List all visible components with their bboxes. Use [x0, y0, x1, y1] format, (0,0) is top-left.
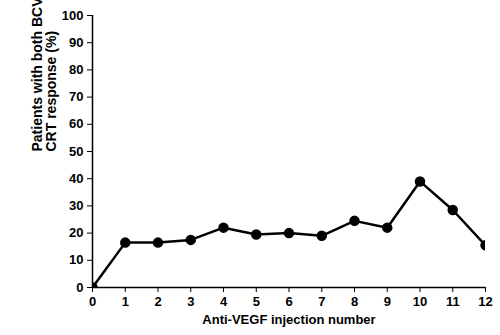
svg-text:40: 40: [69, 171, 83, 186]
svg-text:30: 30: [69, 198, 83, 213]
svg-text:6: 6: [285, 294, 292, 309]
svg-text:100: 100: [62, 8, 84, 23]
svg-text:80: 80: [69, 62, 83, 77]
svg-text:Anti-VEGF injection number: Anti-VEGF injection number: [202, 312, 375, 327]
svg-text:3: 3: [187, 294, 194, 309]
svg-text:0: 0: [76, 280, 83, 295]
svg-text:5: 5: [253, 294, 260, 309]
svg-text:60: 60: [69, 116, 83, 131]
svg-text:70: 70: [69, 89, 83, 104]
svg-text:20: 20: [69, 225, 83, 240]
svg-text:9: 9: [384, 294, 391, 309]
svg-text:7: 7: [318, 294, 325, 309]
svg-text:4: 4: [220, 294, 228, 309]
svg-text:1: 1: [122, 294, 129, 309]
svg-text:Patients with both BCVA andCRT: Patients with both BCVA andCRT response …: [29, 0, 59, 152]
svg-text:90: 90: [69, 35, 83, 50]
svg-text:2: 2: [154, 294, 161, 309]
svg-text:50: 50: [69, 144, 83, 159]
svg-text:10: 10: [69, 252, 83, 267]
svg-text:11: 11: [446, 294, 460, 309]
svg-text:12: 12: [478, 294, 492, 309]
svg-text:10: 10: [413, 294, 427, 309]
svg-text:8: 8: [351, 294, 358, 309]
svg-text:0: 0: [89, 294, 96, 309]
